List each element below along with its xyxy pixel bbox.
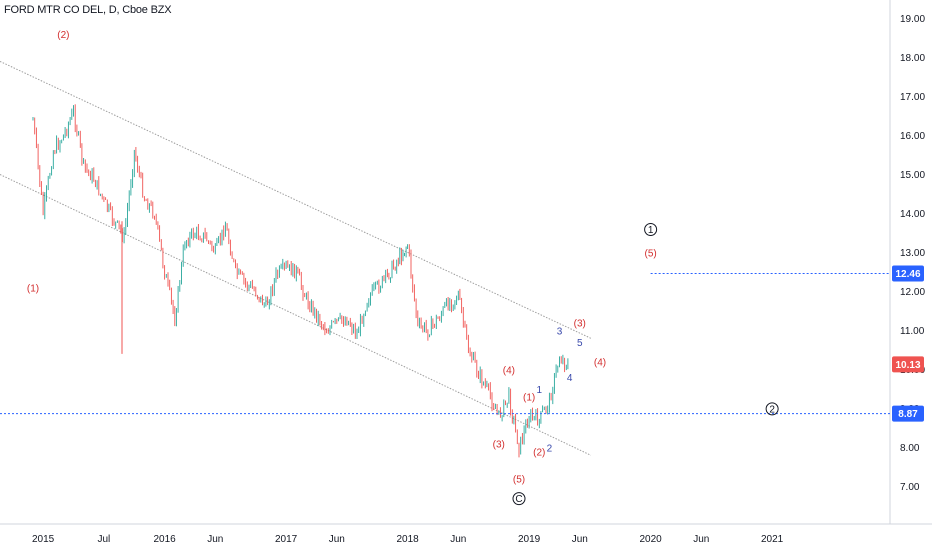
price-tick-label: 19.00 (900, 14, 925, 25)
wave-label: 4 (567, 373, 573, 384)
time-tick-label: Jul (97, 534, 110, 545)
time-tick-label: 2019 (518, 534, 541, 545)
time-tick-label: Jun (450, 534, 466, 545)
level-badge (892, 405, 924, 422)
wave-circle-marker (512, 492, 526, 506)
time-tick-label: Jun (693, 534, 709, 545)
chart-title: FORD MTR CO DEL, D, Cboe BZX (4, 4, 172, 16)
wave-label: 3 (557, 326, 563, 337)
level-badge (892, 265, 924, 282)
time-tick-label: 2018 (397, 534, 420, 545)
wave-label: (5) (513, 475, 525, 486)
wave-label: 2 (769, 404, 775, 415)
wave-label: 5 (577, 338, 583, 349)
time-tick-label: 2015 (32, 534, 55, 545)
time-tick-label: 2017 (275, 534, 298, 545)
price-tick-label: 8.00 (900, 443, 920, 454)
wave-label: (2) (533, 447, 545, 458)
time-tick-label: Jun (207, 534, 223, 545)
last-price-label: 10.13 (895, 360, 920, 371)
wave-label: (4) (503, 365, 515, 376)
wave-circle-marker (765, 402, 779, 416)
price-tick-label: 12.00 (900, 287, 925, 298)
price-tick-label: 14.00 (900, 209, 925, 220)
level-badge-label: 8.87 (898, 409, 918, 420)
wave-label: 1 (648, 225, 654, 236)
price-tick-label: 18.00 (900, 53, 925, 64)
wave-label: 1 (536, 385, 542, 396)
level-badge-label: 12.46 (895, 269, 920, 280)
wave-label: (4) (594, 358, 606, 369)
wave-label: (2) (57, 30, 69, 41)
time-tick-label: 2016 (154, 534, 177, 545)
price-tick-label: 13.00 (900, 248, 925, 259)
price-tick-label: 16.00 (900, 131, 925, 142)
wave-label: (5) (645, 248, 657, 259)
wave-label: (1) (27, 284, 39, 295)
time-tick-label: 2021 (761, 534, 784, 545)
wave-label: (1) (523, 393, 535, 404)
last-price-badge (892, 356, 924, 373)
wave-label: 2 (547, 443, 553, 454)
wave-circle-marker (644, 223, 658, 236)
channel-lower-line[interactable] (0, 174, 592, 456)
price-tick-label: 15.00 (900, 170, 925, 181)
time-tick-label: Jun (572, 534, 588, 545)
price-tick-label: 17.00 (900, 92, 925, 103)
price-tick-label: 11.00 (900, 326, 925, 337)
wave-label: (3) (574, 319, 586, 330)
time-tick-label: Jun (329, 534, 345, 545)
wave-label: (3) (493, 440, 505, 451)
price-tick-label: 7.00 (900, 482, 920, 493)
channel-upper-line[interactable] (0, 60, 592, 339)
time-tick-label: 2020 (640, 534, 663, 545)
wave-label: C (515, 494, 522, 505)
